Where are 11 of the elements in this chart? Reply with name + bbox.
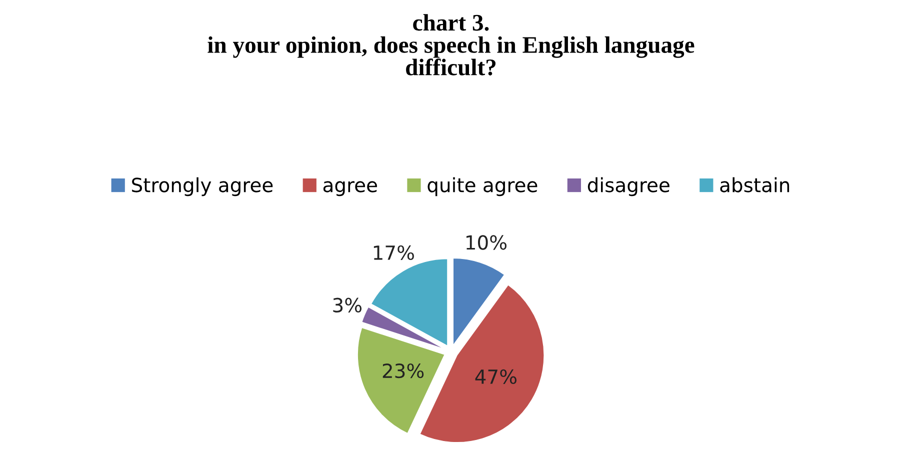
- legend-label: agree: [323, 181, 377, 196]
- data-label: 3%: [333, 298, 362, 313]
- legend-label: quite agree: [428, 177, 538, 196]
- data-label: 10%: [466, 235, 506, 250]
- chart-title: chart 3. in your opinion, does speech in English language difficult?: [208, 14, 694, 76]
- data-label: 47%: [475, 369, 516, 384]
- legend-label: Strongly agree: [132, 177, 273, 196]
- legend-label: disagree: [588, 177, 670, 196]
- data-label: 17%: [374, 245, 414, 260]
- legend-label: abstain: [720, 177, 790, 192]
- data-label: 23%: [382, 363, 424, 378]
